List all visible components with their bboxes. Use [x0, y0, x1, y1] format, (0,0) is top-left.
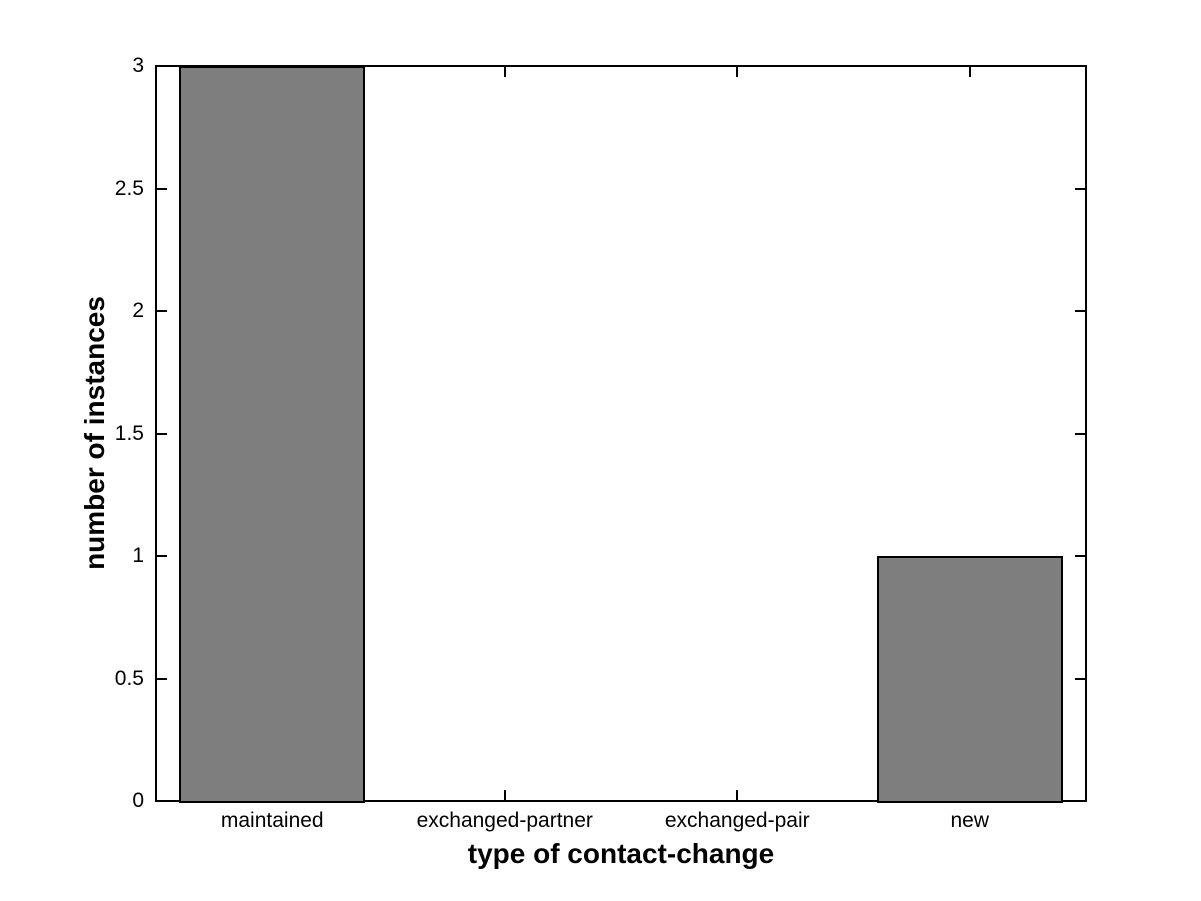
x-axis-label: type of contact-change [467, 838, 775, 869]
y-tick-label: 1.5 [114, 421, 144, 445]
y-tick-left [157, 555, 167, 557]
y-tick-label: 2.5 [114, 176, 144, 200]
x-tick-label: maintained [220, 809, 324, 832]
x-tick-bottom [736, 790, 739, 800]
y-tick-right [1075, 677, 1085, 680]
y-tick-left [157, 65, 167, 67]
y-tick-label: 1 [132, 544, 144, 567]
y-tick-left [157, 677, 167, 680]
y-tick-right [1075, 555, 1085, 557]
y-axis-label: number of instances [79, 296, 110, 570]
y-tick-right [1075, 187, 1085, 190]
y-tick-label: 0 [132, 789, 144, 812]
y-tick-right [1075, 310, 1085, 312]
y-tick-left [157, 432, 167, 435]
y-tick-label: 3 [132, 54, 144, 77]
y-tick-left [157, 800, 167, 802]
x-tick-top [968, 67, 971, 77]
y-tick-left [157, 310, 167, 312]
x-tick-top [736, 67, 739, 77]
x-tick-bottom [503, 790, 506, 800]
y-tick-label: 2 [132, 299, 144, 322]
y-tick-left [157, 187, 167, 190]
x-tick-label: exchanged-partner [416, 809, 593, 832]
y-tick-label: 0.5 [114, 666, 144, 690]
y-tick-right [1075, 65, 1085, 67]
bar-maintained [179, 66, 366, 803]
y-tick-right [1075, 800, 1085, 802]
x-tick-top [503, 67, 506, 77]
bar-new [876, 556, 1063, 803]
x-tick-label: new [950, 809, 990, 832]
x-tick-label: exchanged-pair [664, 809, 810, 832]
y-tick-right [1075, 432, 1085, 435]
